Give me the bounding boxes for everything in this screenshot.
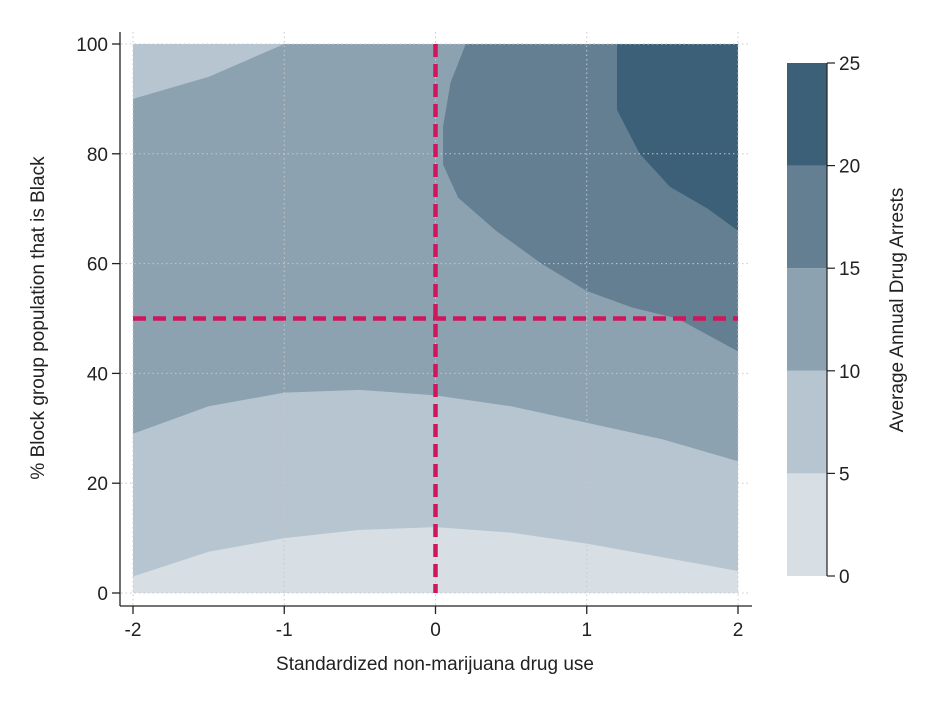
x-tick-label: 0 [430, 620, 441, 641]
colorbar-band [787, 370, 827, 474]
colorbar: Average Annual Drug Arrests 0 5 10 15 20 25 [787, 54, 908, 588]
colorbar-band [787, 165, 827, 269]
x-tick-label: 2 [733, 620, 744, 641]
y-tick-label: 0 [97, 584, 108, 605]
x-tick-label: -1 [276, 620, 293, 641]
x-tick-label: 1 [581, 620, 592, 641]
colorbar-tick-label: 10 [839, 362, 860, 383]
colorbar-tick-label: 0 [839, 567, 850, 588]
contour-region-20 [617, 44, 738, 231]
y-tick-label: 20 [87, 474, 108, 495]
colorbar-tick-label: 15 [839, 259, 860, 280]
y-tick-label: 80 [87, 145, 108, 166]
y-tick-label: 100 [76, 35, 108, 56]
y-axis-title: % Block group population that is Black [28, 156, 49, 480]
plot-area [121, 32, 750, 605]
colorbar-band [787, 473, 827, 576]
colorbar-title: Average Annual Drug Arrests [887, 188, 908, 433]
colorbar-tick-label: 20 [839, 157, 860, 178]
colorbar-tick-label: 5 [839, 464, 850, 485]
x-tick-label: -2 [125, 620, 142, 641]
contour-region-corner [133, 44, 285, 99]
y-tick-label: 40 [87, 364, 108, 385]
colorbar-band [787, 63, 827, 166]
y-tick-label: 60 [87, 255, 108, 276]
colorbar-band [787, 268, 827, 371]
axes: Standardized non-marijuana drug use % Bl… [28, 32, 752, 675]
x-axis-title: Standardized non-marijuana drug use [276, 654, 594, 675]
colorbar-tick-label: 25 [839, 54, 860, 75]
